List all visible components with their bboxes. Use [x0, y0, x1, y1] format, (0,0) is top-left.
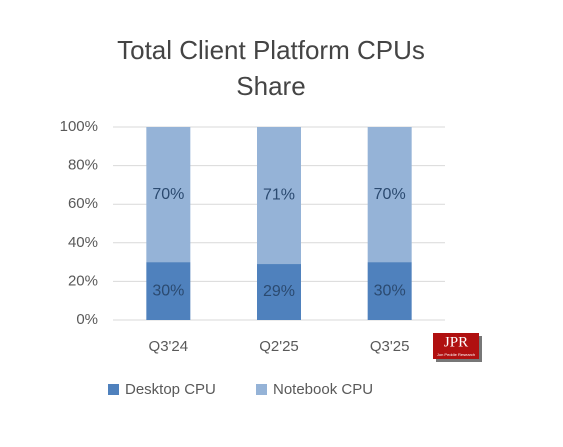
legend-label: Notebook CPU — [273, 381, 373, 398]
value-label: 30% — [152, 282, 184, 299]
logo-subtext: Jon Peddie Research — [437, 352, 475, 357]
value-label: 29% — [263, 283, 295, 300]
legend-swatch — [256, 384, 267, 395]
x-tick-label: Q3'24 — [149, 338, 189, 355]
bar-segment — [146, 262, 191, 320]
value-label: 70% — [152, 186, 184, 203]
value-label: 30% — [374, 282, 406, 299]
chart-title: Total Client Platform CPUs Share — [117, 35, 425, 101]
legend-swatch — [108, 384, 119, 395]
y-tick-label: 80% — [68, 157, 98, 174]
y-tick-label: 100% — [60, 118, 98, 135]
y-tick-label: 20% — [68, 272, 98, 289]
logo-box — [433, 333, 479, 359]
logo-text: JPR — [444, 334, 468, 350]
bar-segment — [367, 262, 412, 320]
y-tick-label: 0% — [76, 311, 98, 328]
bar-segment — [257, 127, 301, 265]
value-label: 71% — [263, 187, 295, 204]
y-tick-label: 60% — [68, 195, 98, 212]
legend-label: Desktop CPU — [125, 381, 216, 398]
bar-segment — [367, 127, 412, 263]
bar-segment — [257, 264, 301, 320]
y-tick-label: 40% — [68, 234, 98, 251]
value-label: 70% — [374, 186, 406, 203]
logo: JPR Jon Peddie Research — [433, 333, 482, 362]
x-tick-label: Q3'25 — [370, 338, 410, 355]
x-tick-label: Q2'25 — [259, 338, 299, 355]
bar-segment — [146, 127, 191, 263]
